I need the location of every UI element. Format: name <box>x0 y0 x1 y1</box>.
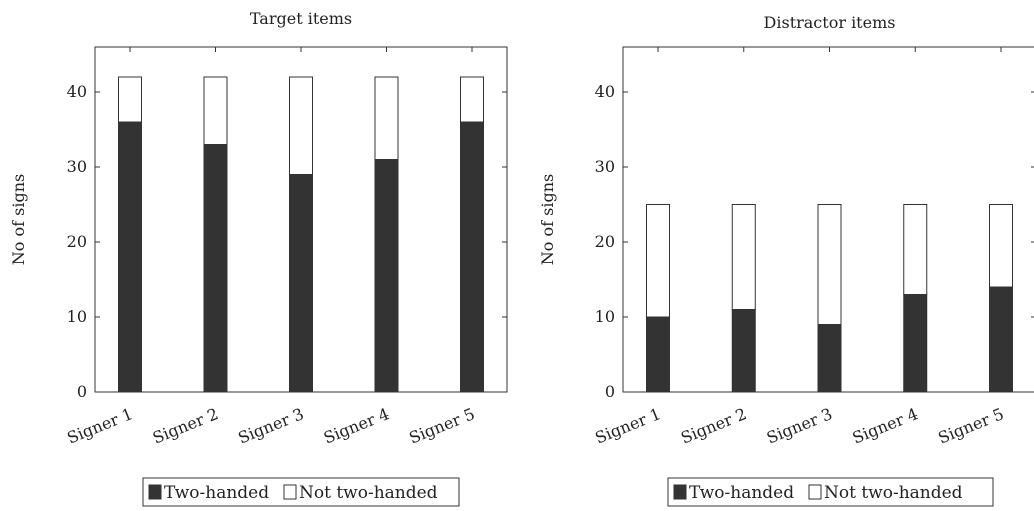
bar-two-handed-4 <box>903 294 928 393</box>
legend-swatch-not-two-handed <box>808 484 822 500</box>
bar-not-two-handed-5 <box>460 76 484 123</box>
x-tick-label: Signer 4 <box>321 404 392 447</box>
y-tick-label: 0 <box>605 382 615 401</box>
legend: Two-handed Not two-handed <box>667 477 994 507</box>
y-tick-label: 10 <box>67 307 87 326</box>
legend-swatch-not-two-handed <box>283 484 297 500</box>
y-tick-label: 0 <box>77 382 87 401</box>
bar-not-two-handed-3 <box>817 204 842 325</box>
bar-not-two-handed-2 <box>203 76 228 145</box>
bar-two-handed-3 <box>817 324 842 393</box>
bar-two-handed-4 <box>374 159 399 393</box>
bar-two-handed-1 <box>646 316 670 393</box>
y-tick-label: 30 <box>67 157 87 176</box>
bar-not-two-handed-1 <box>118 76 142 123</box>
legend-swatch-two-handed <box>673 484 687 500</box>
legend-frame <box>142 477 460 507</box>
chart-panel-2: Distractor items No of signs 0 10 20 30 40 Sign… <box>538 13 1034 507</box>
y-tick-label: 40 <box>67 82 87 101</box>
x-tick-label: Signer 4 <box>850 404 921 447</box>
legend-label-two-handed: Two-handed <box>689 483 794 503</box>
x-tick-label: Signer 5 <box>406 404 477 447</box>
y-axis-label: No of signs <box>538 174 557 265</box>
y-tick-label: 20 <box>595 232 615 251</box>
bar-not-two-handed-2 <box>731 204 756 310</box>
legend-label-two-handed: Two-handed <box>164 483 269 503</box>
y-tick-label: 20 <box>67 232 87 251</box>
bar-two-handed-3 <box>289 174 313 393</box>
chart-title: Target items <box>250 9 352 28</box>
x-tick-label: Signer 1 <box>64 404 135 447</box>
x-tick-label: Signer 1 <box>592 404 663 447</box>
x-tick-label: Signer 3 <box>235 404 306 447</box>
y-tick-label: 10 <box>595 307 615 326</box>
legend-label-not-two-handed: Not two-handed <box>299 483 438 503</box>
legend: Two-handed Not two-handed <box>142 477 460 507</box>
bar-not-two-handed-3 <box>289 76 313 175</box>
legend-swatch-two-handed <box>148 484 162 500</box>
bar-two-handed-2 <box>731 309 756 393</box>
x-tick-label: Signer 5 <box>935 404 1006 447</box>
bar-two-handed-5 <box>460 121 484 393</box>
bar-not-two-handed-4 <box>374 76 399 160</box>
x-tick-label: Signer 3 <box>764 404 835 447</box>
y-tick-label: 40 <box>595 82 615 101</box>
x-tick-label: Signer 2 <box>150 404 221 447</box>
bar-two-handed-5 <box>989 286 1013 393</box>
legend-label-not-two-handed: Not two-handed <box>824 483 963 503</box>
bar-two-handed-2 <box>203 144 228 393</box>
bar-not-two-handed-5 <box>989 204 1013 288</box>
bar-two-handed-1 <box>118 121 142 393</box>
bar-not-two-handed-1 <box>646 204 670 318</box>
y-tick-label: 30 <box>595 157 615 176</box>
chart-panel-1: Target items No of signs 0 10 20 30 40 Signer 1… <box>9 9 508 507</box>
legend-frame <box>667 477 994 507</box>
bar-not-two-handed-4 <box>903 204 928 295</box>
y-axis-label: No of signs <box>9 174 28 265</box>
x-tick-label: Signer 2 <box>678 404 749 447</box>
chart-title: Distractor items <box>764 13 896 32</box>
